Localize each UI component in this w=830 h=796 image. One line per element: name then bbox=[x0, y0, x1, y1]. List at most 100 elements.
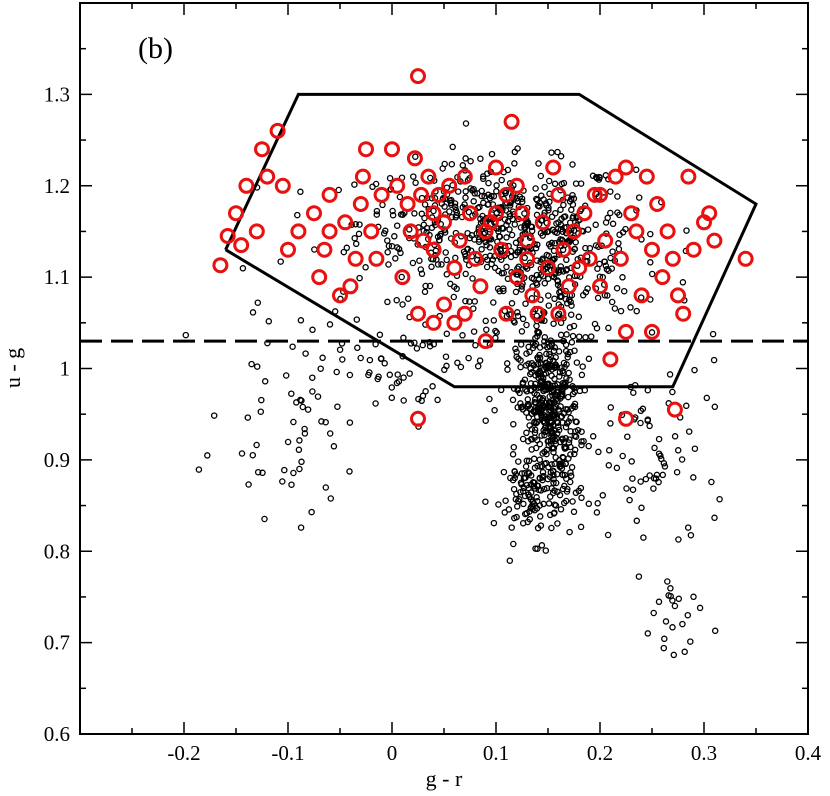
background-point bbox=[683, 402, 690, 410]
background-point bbox=[608, 298, 616, 306]
background-point bbox=[523, 388, 531, 395]
background-point bbox=[429, 383, 436, 390]
background-point bbox=[448, 160, 456, 168]
background-point bbox=[559, 461, 566, 468]
background-point bbox=[384, 248, 391, 256]
background-point bbox=[620, 287, 628, 295]
highlighted-point bbox=[493, 241, 510, 258]
background-point bbox=[419, 392, 427, 400]
y-tick-label: 1 bbox=[60, 357, 71, 381]
background-point bbox=[495, 267, 502, 275]
background-point bbox=[434, 396, 441, 404]
x-axis-label: g - r bbox=[426, 766, 463, 791]
highlighted-point bbox=[534, 214, 551, 231]
background-point bbox=[510, 443, 518, 451]
background-point bbox=[353, 316, 361, 323]
background-point bbox=[570, 195, 578, 202]
background-point bbox=[560, 213, 568, 221]
background-point bbox=[615, 240, 622, 247]
background-point bbox=[558, 413, 566, 420]
background-point bbox=[352, 220, 359, 228]
background-point bbox=[655, 435, 663, 443]
background-point bbox=[470, 328, 478, 335]
background-point bbox=[635, 573, 643, 580]
background-point bbox=[529, 344, 537, 352]
highlighted-point bbox=[644, 323, 660, 340]
highlighted-point bbox=[602, 351, 619, 368]
background-point bbox=[537, 359, 544, 367]
background-point bbox=[464, 245, 472, 253]
highlighted-point bbox=[675, 305, 692, 322]
background-point bbox=[579, 291, 587, 299]
background-point bbox=[703, 394, 711, 402]
highlighted-point bbox=[706, 232, 723, 249]
x-tick-label: -0.1 bbox=[271, 741, 304, 765]
background-point bbox=[493, 182, 500, 189]
highlighted-point bbox=[248, 223, 265, 240]
background-point bbox=[491, 406, 498, 414]
background-point bbox=[669, 388, 676, 396]
background-point bbox=[551, 295, 558, 303]
background-point bbox=[527, 472, 535, 479]
background-point bbox=[562, 460, 569, 467]
highlighted-point bbox=[394, 269, 411, 286]
background-point bbox=[538, 432, 545, 439]
highlighted-point bbox=[425, 205, 442, 222]
background-point bbox=[594, 500, 601, 507]
background-point bbox=[571, 388, 578, 396]
background-point bbox=[534, 462, 541, 470]
background-point bbox=[575, 313, 583, 321]
background-point bbox=[469, 275, 476, 282]
background-point bbox=[567, 443, 574, 451]
background-point bbox=[516, 496, 523, 503]
background-point bbox=[577, 484, 585, 492]
background-point bbox=[585, 442, 592, 450]
highlighted-point bbox=[644, 241, 660, 258]
highlighted-point bbox=[410, 305, 426, 322]
highlighted-point bbox=[358, 141, 374, 158]
background-point bbox=[442, 353, 450, 360]
background-point bbox=[356, 221, 363, 228]
background-point bbox=[665, 592, 672, 599]
background-point bbox=[646, 472, 653, 479]
background-point bbox=[476, 203, 483, 211]
background-point bbox=[428, 224, 436, 232]
background-point bbox=[496, 233, 503, 240]
background-point bbox=[594, 294, 602, 302]
background-point bbox=[537, 172, 545, 180]
background-point bbox=[346, 419, 354, 426]
background-point bbox=[512, 496, 520, 503]
background-point bbox=[245, 481, 252, 488]
background-point bbox=[614, 193, 621, 200]
background-point bbox=[483, 263, 491, 271]
background-point bbox=[549, 444, 557, 452]
background-point bbox=[504, 166, 512, 174]
background-point bbox=[535, 160, 542, 167]
highlighted-point bbox=[508, 177, 525, 194]
background-point bbox=[467, 157, 474, 165]
background-point bbox=[254, 299, 262, 306]
background-point bbox=[666, 371, 674, 378]
background-point bbox=[451, 200, 459, 207]
background-point bbox=[443, 256, 450, 264]
background-point bbox=[532, 340, 540, 348]
background-point bbox=[578, 494, 585, 502]
background-point bbox=[535, 328, 542, 336]
highlighted-point bbox=[633, 287, 650, 304]
background-point bbox=[319, 354, 326, 362]
background-point bbox=[539, 395, 547, 402]
highlighted-point bbox=[306, 205, 322, 222]
background-point bbox=[690, 593, 697, 601]
background-point bbox=[530, 455, 538, 463]
background-point bbox=[563, 420, 571, 427]
background-point bbox=[552, 454, 559, 461]
background-point bbox=[493, 188, 500, 195]
background-point bbox=[452, 213, 460, 221]
highlighted-point bbox=[488, 159, 504, 176]
background-point bbox=[297, 317, 305, 324]
background-point bbox=[195, 466, 203, 473]
background-point bbox=[244, 414, 252, 421]
background-point bbox=[284, 438, 292, 446]
background-point bbox=[511, 468, 519, 475]
background-point bbox=[309, 388, 316, 395]
